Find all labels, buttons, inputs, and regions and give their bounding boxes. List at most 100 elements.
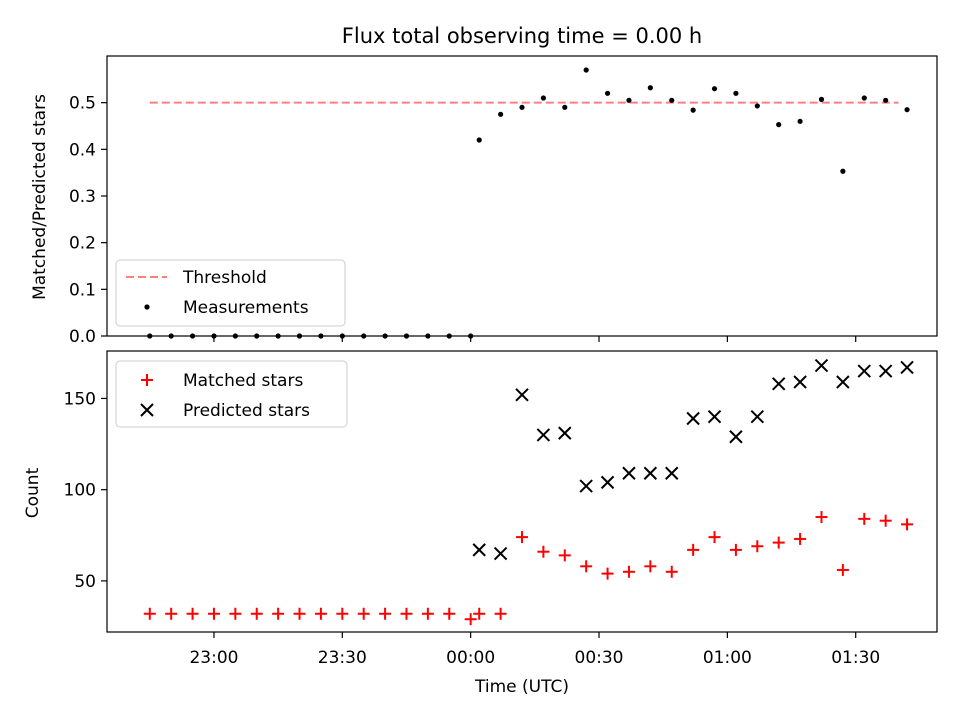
measurement-point <box>776 122 782 128</box>
y-tick-label: 0.0 <box>69 327 96 347</box>
y-tick-label: 0.1 <box>69 280 96 300</box>
x-tick-label: 01:00 <box>703 648 752 668</box>
predicted-star-point <box>814 358 829 373</box>
measurement-point <box>446 333 452 339</box>
matched-star-point <box>207 607 220 620</box>
measurement-point <box>498 111 504 117</box>
y-tick-label: 0.5 <box>69 94 96 114</box>
matched-star-point <box>687 543 700 556</box>
measurement-point <box>168 333 174 339</box>
matched-star-point <box>250 607 263 620</box>
bottom-legend-box <box>115 360 348 428</box>
predicted-star-point <box>793 375 807 389</box>
y-tick-label: 0.2 <box>69 234 96 254</box>
measurement-point <box>361 333 367 339</box>
matched-star-point <box>473 607 486 620</box>
matched-star-point <box>516 531 528 544</box>
matched-star-point <box>165 607 178 620</box>
measurement-point <box>883 97 889 103</box>
measurement-point <box>626 97 632 103</box>
matched-star-point <box>879 514 892 527</box>
predicted-star-point <box>536 428 551 442</box>
matched-star-point <box>293 607 306 620</box>
bottom-legend: Matched stars Predicted stars <box>115 360 348 428</box>
top-x-ticks <box>213 336 857 342</box>
measurement-point <box>647 85 653 91</box>
predicted-star-point <box>558 426 572 440</box>
chart-title: Flux total observing time = 0.00 h <box>342 24 702 48</box>
predicted-star-point <box>643 466 658 480</box>
measurement-point <box>476 137 482 143</box>
predicted-star-point <box>729 430 743 444</box>
measurement-point <box>754 103 760 109</box>
y-tick-label: 100 <box>64 481 96 501</box>
legend-threshold-label: Threshold <box>182 268 267 288</box>
predicted-star-point <box>665 466 679 480</box>
matched-star-point <box>186 607 199 620</box>
measurement-point <box>604 90 611 96</box>
matched-star-point <box>464 613 477 626</box>
predicted-star-point <box>750 409 765 424</box>
measurement-point <box>733 90 739 96</box>
measurement-point <box>468 333 474 339</box>
measurement-point <box>562 104 568 110</box>
measurement-point <box>797 118 803 124</box>
matched-star-point <box>708 531 721 544</box>
measurement-point <box>232 333 238 339</box>
y-tick-label: 0.4 <box>69 140 96 160</box>
measurement-point <box>711 86 718 92</box>
top-legend-box <box>115 259 346 327</box>
y-tick-label: 50 <box>74 572 96 592</box>
predicted-star-point <box>686 411 700 426</box>
predicted-star-point <box>900 360 914 375</box>
x-tick-label: 01:30 <box>831 648 880 668</box>
predicted-star-point <box>515 388 529 402</box>
top-y-axis-label: Matched/Predicted stars <box>30 94 50 300</box>
matched-star-point <box>901 518 914 531</box>
top-y-ticks: 0.0 0.1 0.2 0.3 0.4 0.5 <box>69 94 107 347</box>
measurement-point <box>519 104 525 110</box>
measurement-point <box>669 97 675 103</box>
predicted-star-point <box>878 364 893 378</box>
y-tick-label: 150 <box>64 389 96 409</box>
measurement-point <box>147 333 153 339</box>
measurement-point <box>339 333 345 339</box>
legend-predicted-label: Predicted stars <box>183 401 310 421</box>
y-tick-label: 0.3 <box>69 187 96 207</box>
measurement-point <box>275 333 281 339</box>
legend-measurements-swatch <box>144 304 150 310</box>
matched-star-point <box>836 563 849 576</box>
predicted-star-point <box>600 475 615 490</box>
matched-stars-points <box>143 511 914 626</box>
x-tick-label: 23:00 <box>189 648 238 668</box>
bottom-plot-frame <box>106 350 938 633</box>
matched-star-point <box>336 607 349 620</box>
x-tick-label: 23:30 <box>318 648 367 668</box>
measurement-point <box>318 333 324 339</box>
bottom-x-ticks: 23:00 23:30 00:00 00:30 01:00 01:30 <box>189 632 880 668</box>
matched-star-point <box>665 565 678 578</box>
matched-star-point <box>558 549 571 562</box>
x-axis-label: Time (UTC) <box>474 677 569 697</box>
predicted-star-point <box>622 466 636 480</box>
matched-star-point <box>644 560 657 573</box>
predicted-star-point <box>836 375 850 389</box>
legend-matched-label: Matched stars <box>183 371 303 391</box>
matched-star-point <box>751 540 764 553</box>
measurement-point <box>211 333 217 339</box>
matched-star-point <box>858 512 871 525</box>
measurement-point <box>540 95 546 101</box>
top-panel: 0.0 0.1 0.2 0.3 0.4 0.5 Matched/Predicted sta… <box>30 55 938 347</box>
measurement-point <box>904 107 910 113</box>
measurement-point <box>425 333 431 339</box>
matched-star-point <box>400 607 413 620</box>
measurement-point <box>254 333 260 339</box>
predicted-star-point <box>579 479 593 493</box>
measurement-point <box>818 96 825 102</box>
matched-star-point <box>794 532 807 545</box>
matched-star-point <box>494 607 507 620</box>
matched-star-point <box>443 607 456 620</box>
predicted-star-point <box>493 546 508 561</box>
measurement-points <box>147 67 910 339</box>
